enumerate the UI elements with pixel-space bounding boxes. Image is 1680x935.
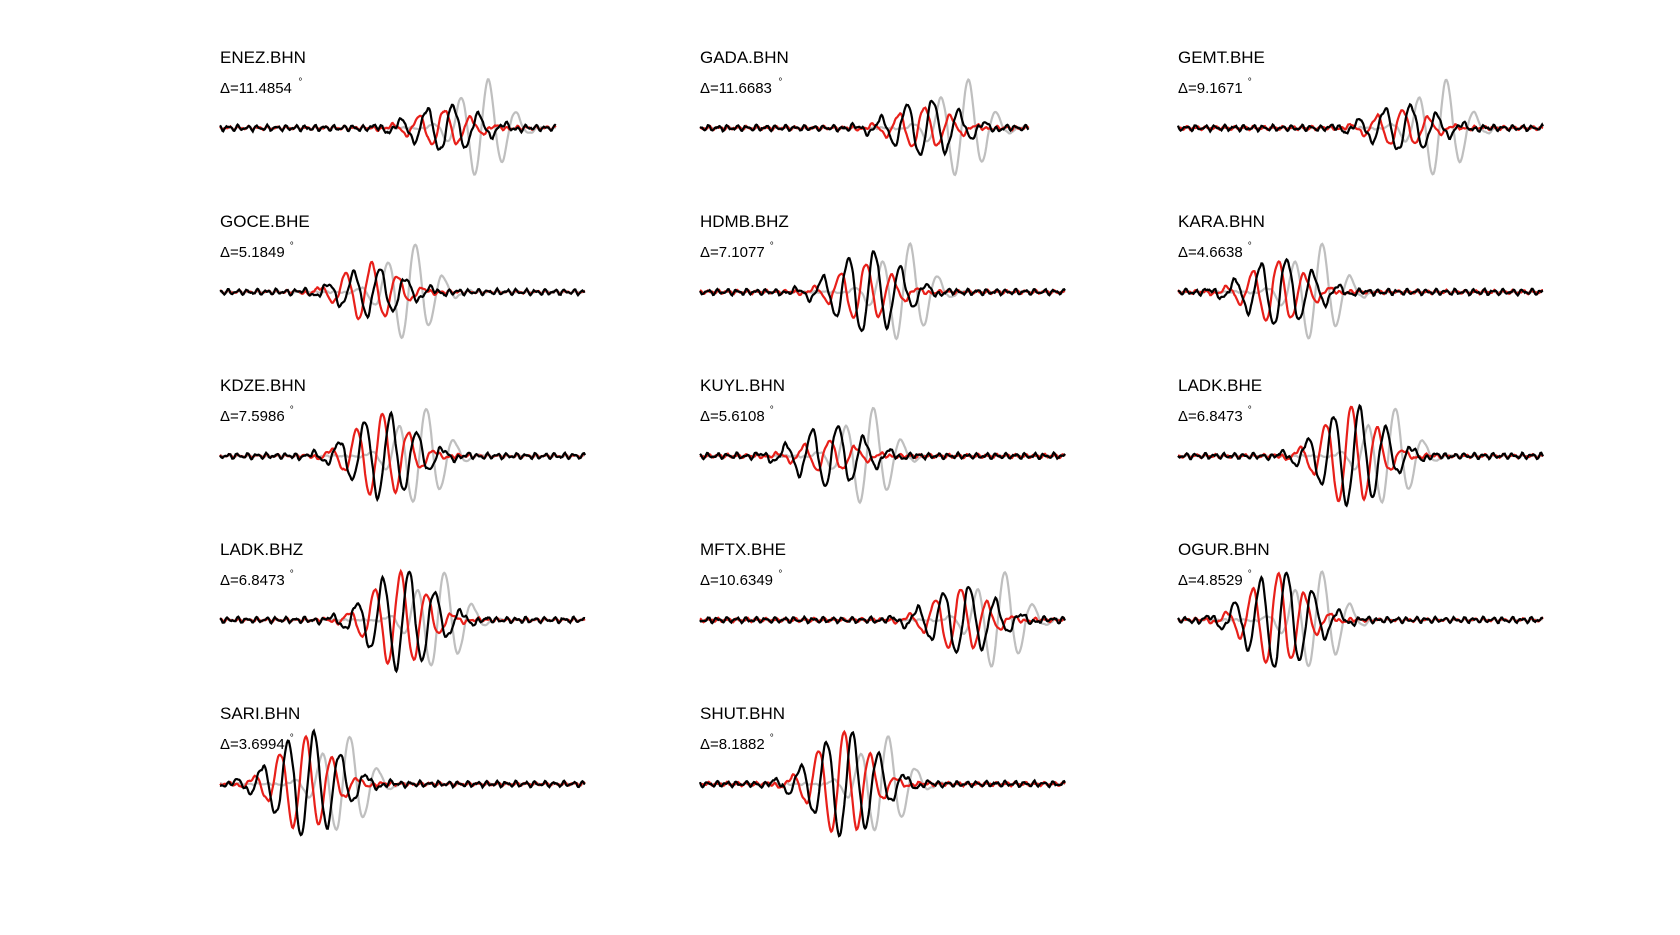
panel-kuyl-bhn: KUYL.BHN Δ=5.6108 ° xyxy=(699,376,1066,505)
station-label: OGUR.BHN xyxy=(1178,540,1270,559)
panel-sari-bhn: SARI.BHN Δ=3.6994 ° xyxy=(219,704,586,837)
degree-symbol: ° xyxy=(770,733,774,744)
observed-trace xyxy=(1177,571,1544,668)
panel-kdze-bhn: KDZE.BHN Δ=7.5986 ° xyxy=(219,376,586,504)
observed-trace xyxy=(219,410,586,503)
degree-symbol: ° xyxy=(770,405,774,416)
delta-label: Δ=11.6683 xyxy=(700,80,772,97)
degree-symbol: ° xyxy=(298,77,302,88)
delta-label: Δ=11.4854 xyxy=(220,80,292,97)
degree-symbol: ° xyxy=(778,77,782,88)
delta-label: Δ=8.1882 xyxy=(700,736,765,753)
panel-goce-bhe: GOCE.BHE Δ=5.1849 ° xyxy=(219,212,586,340)
panel-ogur-bhn: OGUR.BHN Δ=4.8529 ° xyxy=(1177,540,1544,668)
delta-label: Δ=10.6349 xyxy=(700,572,773,589)
delta-label: Δ=6.8473 xyxy=(1178,408,1243,425)
observed-trace xyxy=(699,250,1066,333)
panel-shut-bhn: SHUT.BHN Δ=8.1882 ° xyxy=(698,704,1066,838)
degree-symbol: ° xyxy=(778,569,782,580)
observed-trace xyxy=(219,103,557,152)
station-label: HDMB.BHZ xyxy=(700,212,789,231)
degree-symbol: ° xyxy=(290,405,294,416)
station-label: GOCE.BHE xyxy=(220,212,310,231)
degree-symbol: ° xyxy=(1248,405,1252,416)
observed-trace xyxy=(699,99,1030,157)
delta-label: Δ=5.1849 xyxy=(220,244,285,261)
degree-symbol: ° xyxy=(1248,569,1252,580)
observed-trace xyxy=(1176,102,1544,151)
delta-label: Δ=9.1671 xyxy=(1178,80,1243,97)
degree-symbol: ° xyxy=(290,733,294,744)
station-label: KARA.BHN xyxy=(1178,212,1265,231)
panel-gada-bhn: GADA.BHN Δ=11.6683 ° xyxy=(699,48,1030,177)
station-label: LADK.BHZ xyxy=(220,540,303,559)
delta-label: Δ=7.5986 xyxy=(220,408,285,425)
station-label: SARI.BHN xyxy=(220,704,300,723)
observed-trace xyxy=(1177,257,1544,325)
observed-trace xyxy=(219,728,586,837)
station-label: MFTX.BHE xyxy=(700,540,786,559)
observed-trace xyxy=(219,570,586,674)
panel-enez-bhn: ENEZ.BHN Δ=11.4854 ° xyxy=(219,48,557,176)
station-label: LADK.BHE xyxy=(1178,376,1262,395)
panel-ladk-bhz: LADK.BHZ Δ=6.8473 ° xyxy=(219,540,586,674)
degree-symbol: ° xyxy=(1248,77,1252,88)
panel-hdmb-bhz: HDMB.BHZ Δ=7.1077 ° xyxy=(699,212,1066,341)
observed-trace xyxy=(699,585,1066,655)
delta-label: Δ=4.6638 xyxy=(1178,244,1243,261)
station-label: ENEZ.BHN xyxy=(220,48,306,67)
station-label: KUYL.BHN xyxy=(700,376,785,395)
degree-symbol: ° xyxy=(770,241,774,252)
station-label: GEMT.BHE xyxy=(1178,48,1265,67)
degree-symbol: ° xyxy=(290,241,294,252)
degree-symbol: ° xyxy=(290,569,294,580)
station-label: GADA.BHN xyxy=(700,48,789,67)
synthetic-trace xyxy=(1178,405,1544,503)
observed-trace xyxy=(699,424,1066,488)
panel-gemt-bhe: GEMT.BHE Δ=9.1671 ° xyxy=(1176,48,1544,176)
panel-ladk-bhe: LADK.BHE Δ=6.8473 ° xyxy=(1177,376,1545,508)
delta-label: Δ=4.8529 xyxy=(1178,572,1243,589)
degree-symbol: ° xyxy=(1248,241,1252,252)
delta-label: Δ=3.6994 xyxy=(220,736,285,753)
delta-label: Δ=6.8473 xyxy=(220,572,285,589)
station-label: KDZE.BHN xyxy=(220,376,306,395)
observed-trace xyxy=(219,268,586,320)
station-label: SHUT.BHN xyxy=(700,704,785,723)
panel-kara-bhn: KARA.BHN Δ=4.6638 ° xyxy=(1177,212,1544,340)
panel-mftx-bhe: MFTX.BHE Δ=10.6349 ° xyxy=(699,540,1066,668)
delta-label: Δ=5.6108 xyxy=(700,408,765,425)
observed-trace xyxy=(1177,403,1545,508)
delta-label: Δ=7.1077 xyxy=(700,244,765,261)
observed-trace xyxy=(698,730,1066,838)
